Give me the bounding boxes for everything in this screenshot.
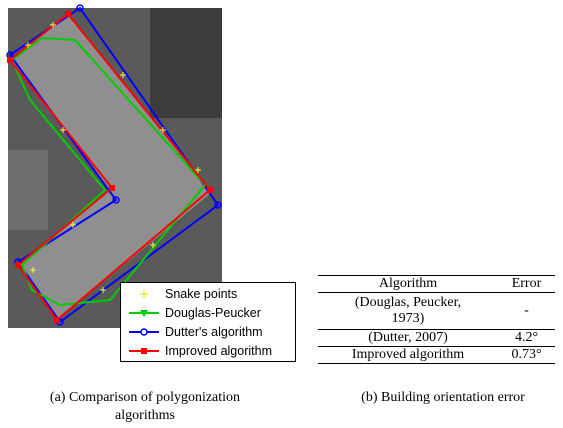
legend: Snake points Douglas-Peucker Dutter's al… <box>120 282 296 362</box>
cell: (Dutter, 2007) <box>318 330 498 347</box>
legend-item: Improved algorithm <box>127 342 272 360</box>
legend-label: Improved algorithm <box>165 344 272 358</box>
legend-label: Douglas-Peucker <box>165 306 261 320</box>
page: Snake points Douglas-Peucker Dutter's al… <box>0 0 563 428</box>
caption: (b) Building orientation error <box>323 389 563 407</box>
roof <box>8 150 48 230</box>
header-cell: Error <box>498 276 555 293</box>
cell: 0.73° <box>498 347 555 364</box>
legend-item: Dutter's algorithm <box>127 323 263 341</box>
caption: (a) Comparison of polygonization algorit… <box>20 389 270 425</box>
cell: 4.2° <box>498 330 555 347</box>
parking <box>150 8 222 118</box>
header-cell: Algorithm <box>318 276 498 293</box>
cell: (Douglas, Peucker, 1973) <box>318 293 498 330</box>
cell: - <box>498 293 555 330</box>
legend-item: Snake points <box>127 285 237 303</box>
legend-label: Dutter's algorithm <box>165 325 263 339</box>
legend-label: Snake points <box>165 287 237 301</box>
cell: Improved algorithm <box>318 347 498 364</box>
legend-item: Douglas-Peucker <box>127 304 261 322</box>
